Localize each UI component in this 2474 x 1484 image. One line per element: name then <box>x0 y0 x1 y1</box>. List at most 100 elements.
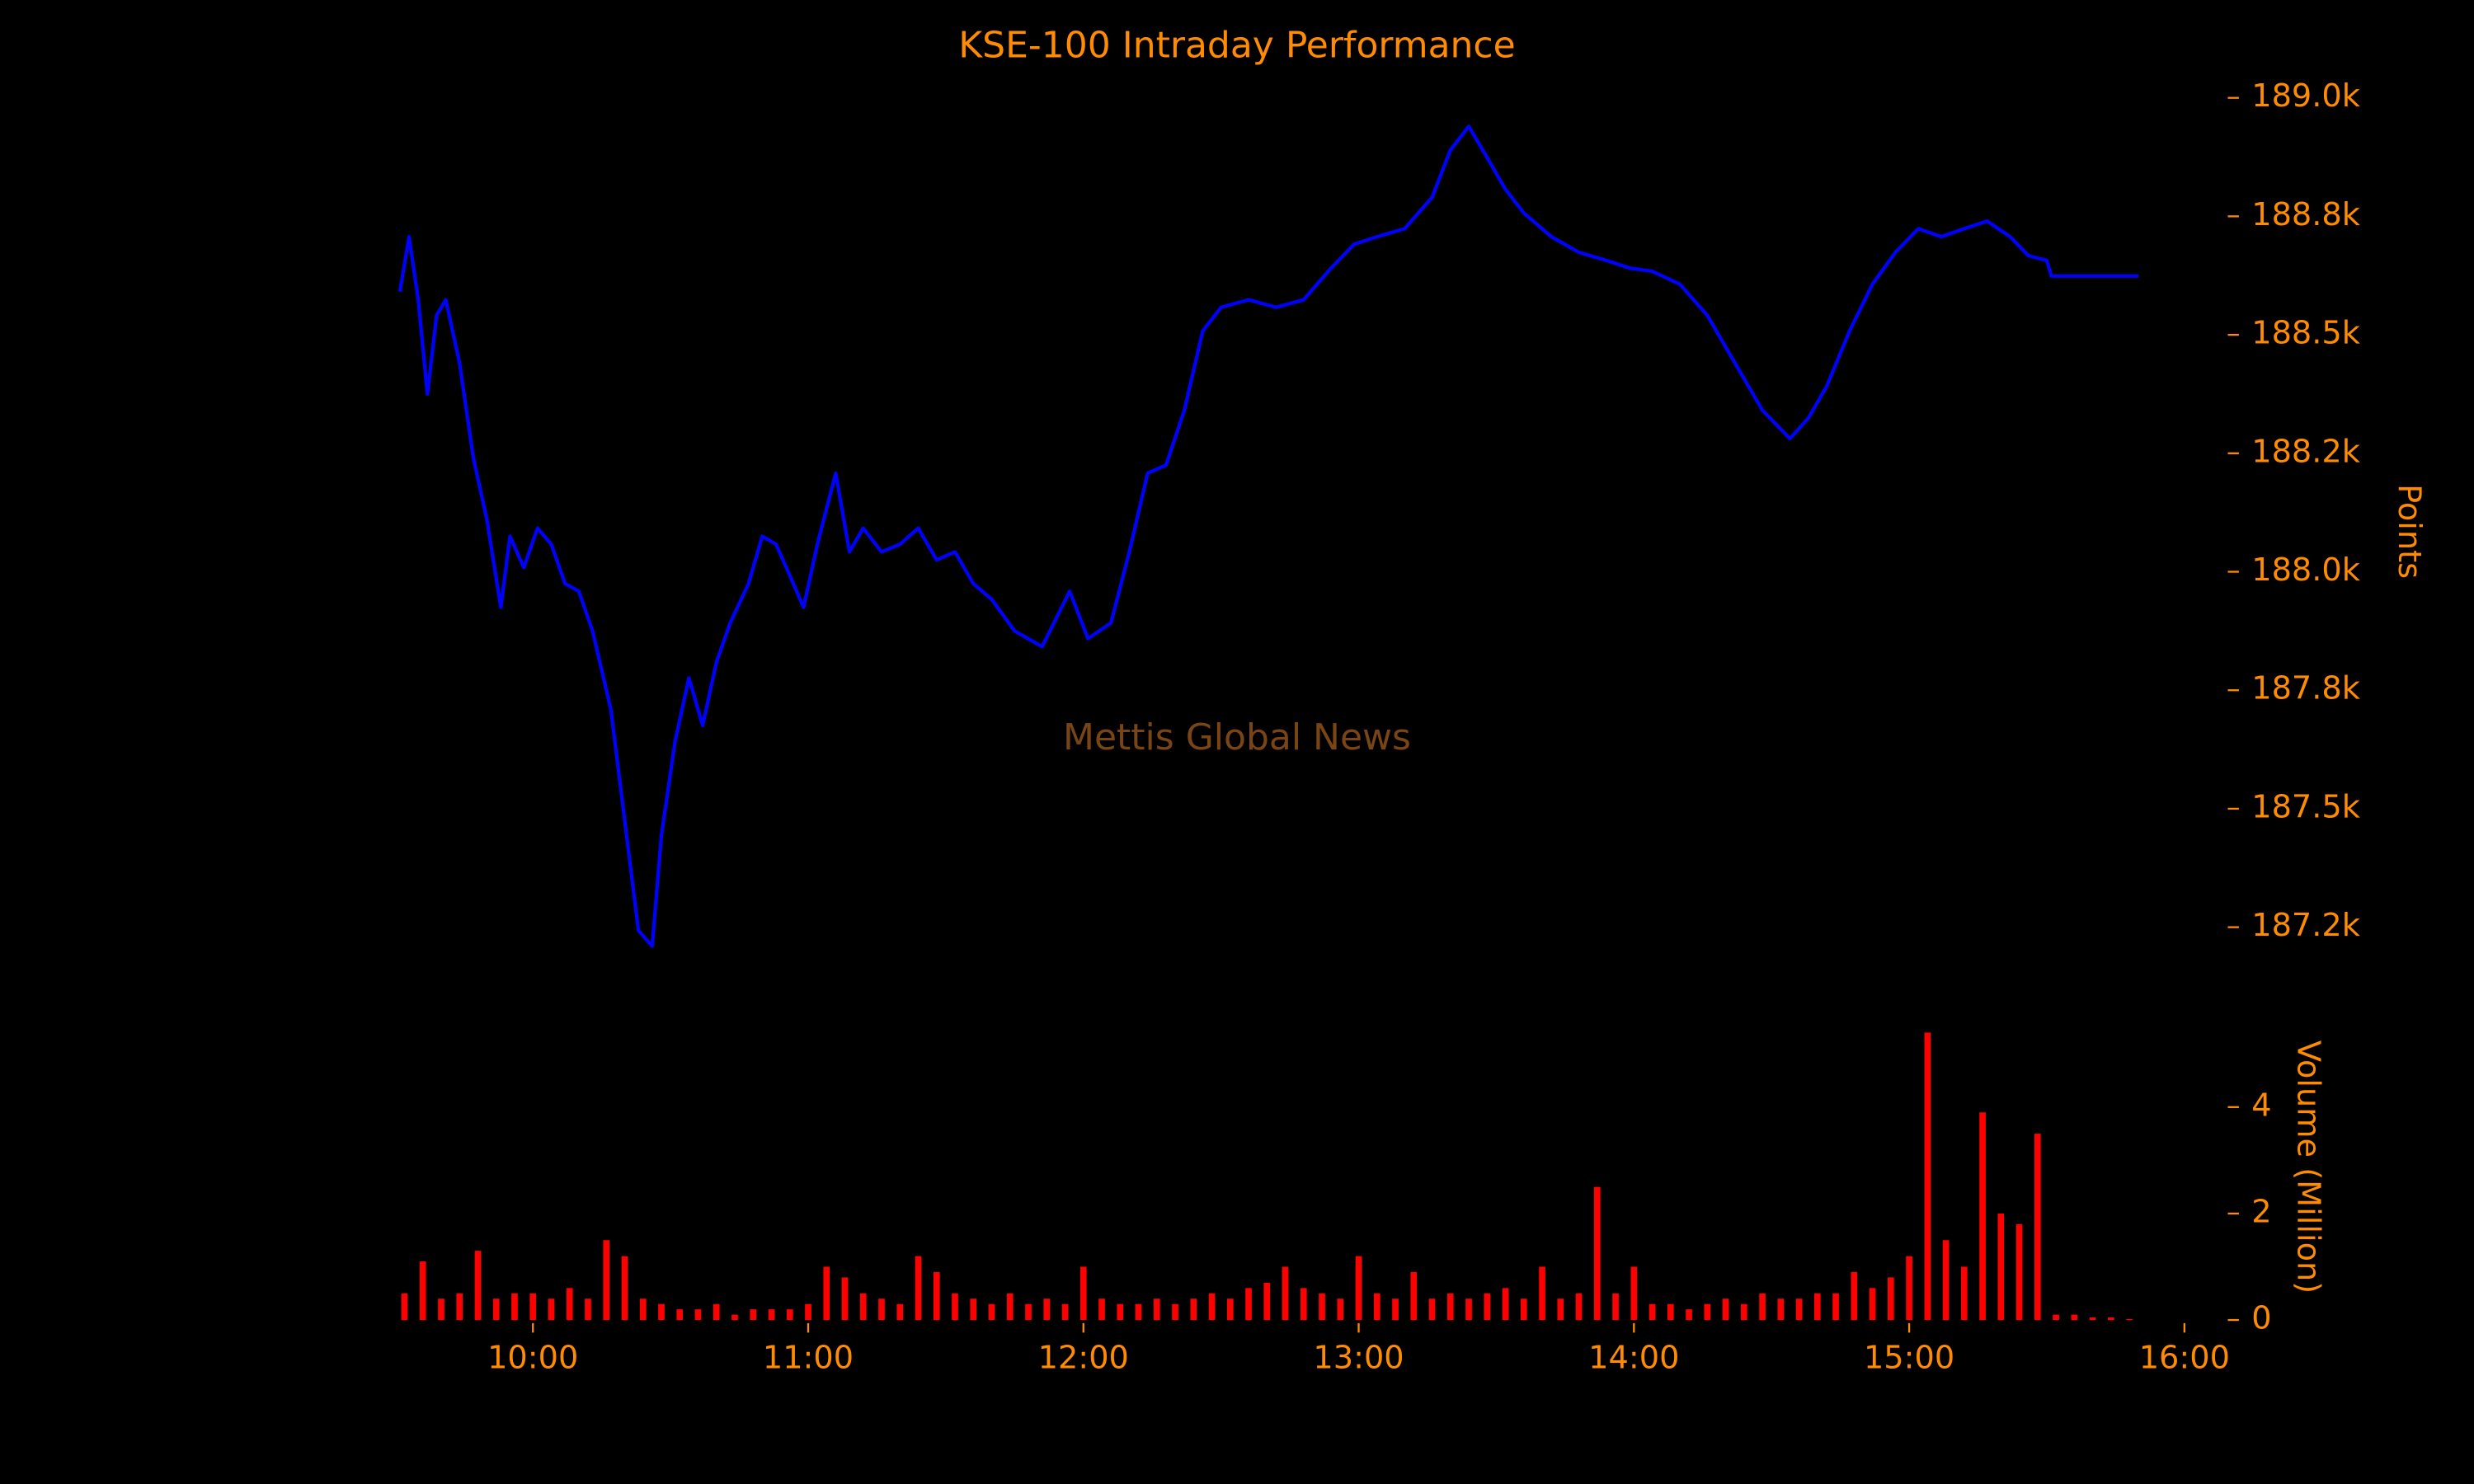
volume-bar <box>1226 1298 1234 1321</box>
volume-bar <box>438 1298 444 1321</box>
volume-bar <box>1630 1266 1638 1321</box>
volume-bar <box>1851 1271 1858 1321</box>
y-axis-label: Points <box>2391 484 2428 579</box>
volume-bar <box>1465 1298 1472 1321</box>
volume-bar <box>1832 1293 1839 1321</box>
volume-bar <box>1484 1293 1491 1321</box>
y2-axis-label: Volume (Million) <box>2290 1040 2327 1294</box>
volume-bar <box>768 1309 775 1321</box>
y-tick-label: 0 <box>2251 1300 2271 1337</box>
x-tick-label: 16:00 <box>2139 1339 2230 1376</box>
volume-bar <box>1722 1298 1729 1321</box>
volume-bar <box>1098 1298 1105 1321</box>
volume-bar <box>2034 1134 2041 1321</box>
x-tick-label: 12:00 <box>1038 1339 1129 1376</box>
chart-title: KSE-100 Intraday Performance <box>958 24 1515 66</box>
volume-bar <box>456 1293 463 1321</box>
volume-bar <box>2089 1317 2096 1321</box>
volume-bar <box>1428 1298 1436 1321</box>
volume-bar <box>1906 1256 1912 1321</box>
volume-bar <box>933 1271 940 1321</box>
volume-bar <box>988 1303 995 1321</box>
volume-bar <box>970 1298 977 1321</box>
volume-bar <box>1887 1277 1894 1321</box>
volume-bar <box>1539 1266 1545 1321</box>
volume-bar <box>1061 1303 1069 1321</box>
volume-bar <box>1502 1288 1509 1321</box>
volume-bar <box>1025 1303 1032 1321</box>
y-tick-label: 187.2k <box>2251 907 2361 944</box>
volume-bar <box>952 1293 958 1321</box>
y-tick-label: 187.8k <box>2251 670 2361 707</box>
volume-bar <box>1649 1303 1656 1321</box>
watermark: Mettis Global News <box>1063 716 1411 758</box>
volume-bar <box>585 1298 591 1321</box>
volume-bar <box>859 1293 867 1321</box>
x-tick-label: 14:00 <box>1588 1339 1679 1376</box>
volume-bar <box>1740 1303 1747 1321</box>
volume-bar <box>694 1309 702 1321</box>
volume-bar <box>1813 1293 1821 1321</box>
volume-bar <box>1612 1293 1619 1321</box>
volume-bar <box>603 1240 610 1321</box>
volume-bar <box>1337 1298 1344 1321</box>
volume-bar <box>915 1256 922 1321</box>
volume-bar <box>401 1293 408 1321</box>
volume-bar <box>1319 1293 1325 1321</box>
volume-bar <box>1245 1288 1252 1321</box>
volume-bar <box>1704 1303 1711 1321</box>
volume-bar <box>1006 1293 1014 1321</box>
volume-bar <box>1392 1298 1399 1321</box>
y-tick-label: 4 <box>2251 1087 2271 1124</box>
volume-bar <box>511 1293 518 1321</box>
volume-bar <box>2053 1314 2059 1321</box>
volume-bar <box>750 1309 757 1321</box>
volume-bar <box>1942 1240 1950 1321</box>
volume-bar <box>896 1303 904 1321</box>
volume-bar <box>474 1251 482 1321</box>
y-tick-label: 189.0k <box>2251 77 2361 115</box>
volume-bar <box>1777 1298 1785 1321</box>
y-tick-label: 188.2k <box>2251 433 2361 470</box>
volume-bar <box>823 1266 830 1321</box>
volume-bar <box>1079 1266 1087 1321</box>
volume-bar <box>1153 1298 1160 1321</box>
y-tick-label: 188.8k <box>2251 196 2361 233</box>
volume-bar <box>621 1256 628 1321</box>
x-tick-label: 13:00 <box>1313 1339 1404 1376</box>
volume-bar <box>676 1309 684 1321</box>
volume-bar <box>731 1314 738 1321</box>
volume-bar <box>1575 1293 1583 1321</box>
volume-bar <box>658 1303 665 1321</box>
volume-bar <box>1686 1309 1692 1321</box>
volume-bar <box>1961 1266 1968 1321</box>
volume-bar <box>805 1303 811 1321</box>
volume-bar <box>878 1298 885 1321</box>
volume-bar <box>1300 1288 1307 1321</box>
volume-bar <box>1759 1293 1766 1321</box>
volume-bar <box>1043 1298 1051 1321</box>
volume-bar <box>1190 1298 1197 1321</box>
volume-bar <box>1282 1266 1289 1321</box>
volume-bar <box>1520 1298 1527 1321</box>
volume-bar <box>713 1303 720 1321</box>
x-tick-label: 15:00 <box>1864 1339 1954 1376</box>
volume-bar <box>1208 1293 1216 1321</box>
volume-bar <box>1667 1303 1674 1321</box>
volume-bar <box>1446 1293 1454 1321</box>
volume-bar <box>1410 1271 1418 1321</box>
volume-bar <box>419 1261 426 1321</box>
volume-bar <box>1263 1282 1271 1321</box>
volume-bar <box>1172 1303 1178 1321</box>
volume-bar <box>1355 1256 1362 1321</box>
x-tick-label: 10:00 <box>487 1339 578 1376</box>
y-tick-label: 187.5k <box>2251 788 2361 825</box>
volume-bar <box>639 1298 647 1321</box>
volume-bar <box>1795 1298 1803 1321</box>
volume-bar <box>2126 1318 2133 1321</box>
volume-bar <box>1557 1298 1564 1321</box>
volume-bar <box>2108 1317 2114 1321</box>
volume-bar <box>1593 1186 1601 1321</box>
volume-bar <box>2015 1223 2023 1321</box>
